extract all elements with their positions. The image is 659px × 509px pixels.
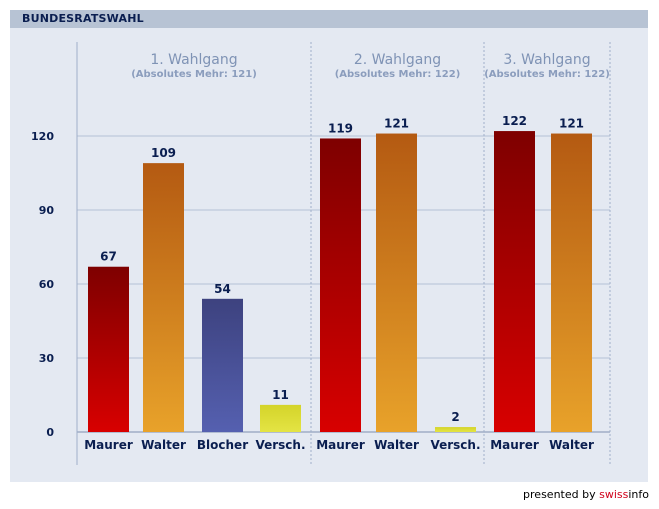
bar-maurer xyxy=(88,266,129,432)
value-label: 67 xyxy=(100,250,117,264)
value-label: 121 xyxy=(559,117,584,131)
round-subtitle: (Absolutes Mehr: 121) xyxy=(131,69,257,80)
bar-blocher xyxy=(202,298,243,432)
value-label: 54 xyxy=(214,282,231,296)
round-title: 3. Wahlgang xyxy=(503,52,590,68)
footer-brand-swiss: swiss xyxy=(599,488,629,501)
category-label: Walter xyxy=(374,438,419,452)
category-label: Maurer xyxy=(84,438,133,452)
category-label: Walter xyxy=(549,438,594,452)
round-title: 1. Wahlgang xyxy=(150,52,237,68)
category-label: Maurer xyxy=(490,438,539,452)
value-label: 119 xyxy=(328,121,353,135)
category-label: Versch. xyxy=(255,438,305,452)
value-label: 109 xyxy=(151,146,176,160)
bar-maurer xyxy=(494,131,535,433)
category-label: Walter xyxy=(141,438,186,452)
value-label: 2 xyxy=(451,410,459,424)
y-tick-label: 60 xyxy=(39,278,55,291)
y-tick-label: 120 xyxy=(31,130,54,143)
y-tick-label: 90 xyxy=(39,204,55,217)
value-label: 11 xyxy=(272,388,289,402)
bar-versch xyxy=(260,404,301,432)
round-title: 2. Wahlgang xyxy=(354,52,441,68)
value-label: 121 xyxy=(384,117,409,131)
footer-credit: presented by swissinfo xyxy=(523,488,649,501)
y-tick-label: 0 xyxy=(46,426,54,439)
round-dividers xyxy=(76,42,611,465)
category-label: Versch. xyxy=(430,438,480,452)
bars xyxy=(88,131,592,433)
footer-brand-info: info xyxy=(628,488,649,501)
round-subtitle: (Absolutes Mehr: 122) xyxy=(335,69,461,80)
footer-prefix: presented by xyxy=(523,488,600,501)
bar-walter xyxy=(376,133,417,433)
chart-title: BUNDESRATSWAHL xyxy=(22,12,144,25)
value-label: 122 xyxy=(502,114,527,128)
bar-walter xyxy=(551,133,592,433)
bar-versch xyxy=(435,427,476,432)
y-tick-label: 30 xyxy=(39,352,55,365)
bar-maurer xyxy=(320,138,361,432)
bar-walter xyxy=(143,163,184,432)
round-subtitle: (Absolutes Mehr: 122) xyxy=(484,69,610,80)
category-label: Maurer xyxy=(316,438,365,452)
category-label: Blocher xyxy=(197,438,248,452)
chart-header: BUNDESRATSWAHL xyxy=(10,10,648,28)
